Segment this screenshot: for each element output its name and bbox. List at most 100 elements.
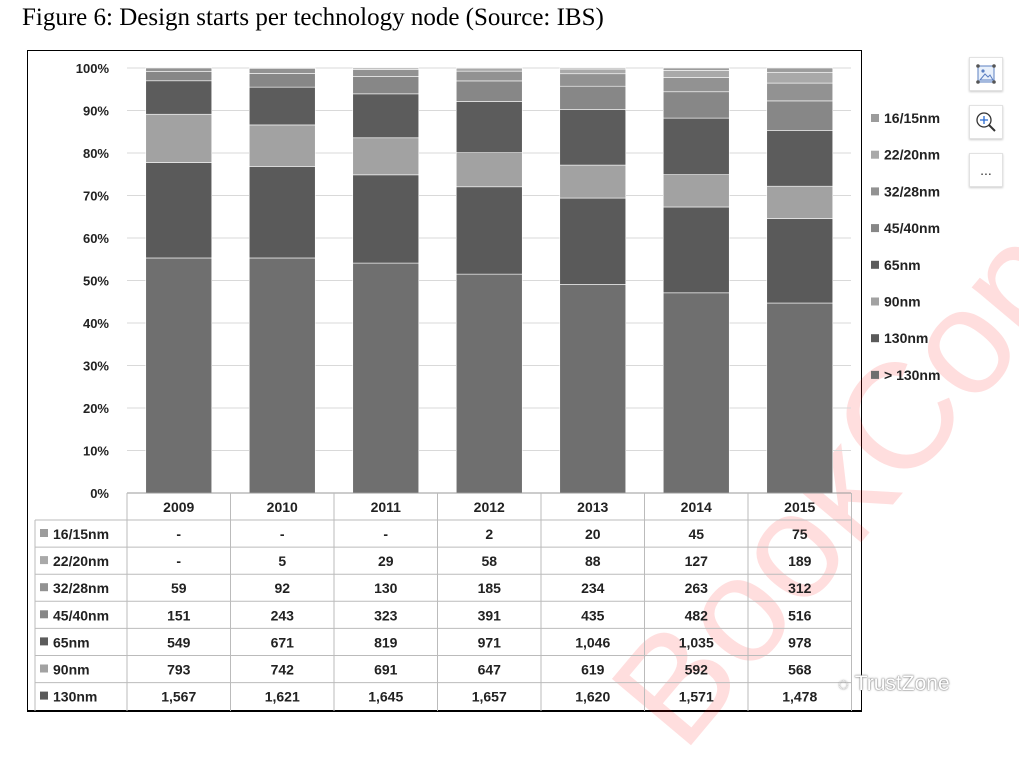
bar-segment: [767, 68, 833, 72]
table-cell: -: [383, 526, 388, 542]
table-cell: 263: [685, 580, 709, 596]
y-tick-label: 0%: [90, 486, 109, 501]
bar-segment: [767, 303, 833, 493]
table-cell: 234: [581, 580, 605, 596]
legend-swatch: [871, 114, 879, 122]
bar-segment: [560, 86, 626, 109]
table-cell: -: [280, 526, 285, 542]
bar-segment: [560, 69, 626, 74]
bar-segment: [560, 109, 626, 165]
table-row-swatch: [40, 692, 48, 700]
bar-segment: [663, 293, 729, 493]
legend-label: 32/28nm: [884, 183, 940, 199]
table-row-label: 90nm: [53, 662, 90, 678]
table-cell: 793: [167, 662, 191, 678]
table-header-year: 2013: [577, 499, 608, 515]
table-cell: 391: [478, 607, 502, 623]
bar-segment: [560, 165, 626, 198]
table-cell: 1,567: [161, 689, 196, 705]
legend-swatch: [871, 224, 879, 232]
table-row-label: 65nm: [53, 634, 90, 650]
bar-segment: [146, 68, 212, 72]
bar-segment: [663, 92, 729, 118]
bar-segment: [663, 175, 729, 207]
bar-segment: [767, 130, 833, 186]
bar-segment: [767, 186, 833, 218]
table-cell: 189: [788, 553, 812, 569]
table-cell: 435: [581, 607, 605, 623]
table-row-label: 32/28nm: [53, 580, 109, 596]
bar-segment: [353, 77, 419, 94]
bar-segment: [663, 68, 729, 70]
legend-label: 65nm: [884, 257, 921, 273]
table-row-swatch: [40, 583, 48, 591]
bar-segment: [249, 125, 315, 167]
bar-segment: [249, 258, 315, 493]
table-cell: 29: [378, 553, 394, 569]
legend-label: 22/20nm: [884, 147, 940, 163]
more-icon: ...: [980, 162, 992, 178]
wechat-icon: ◌: [838, 674, 849, 695]
legend-label: > 130nm: [884, 367, 940, 383]
table-cell: 1,571: [679, 689, 714, 705]
table-cell: 75: [792, 526, 808, 542]
table-cell: 130: [374, 580, 398, 596]
bar-segment: [353, 68, 419, 70]
table-header-year: 2010: [267, 499, 298, 515]
table-cell: 619: [581, 662, 605, 678]
table-header-year: 2012: [474, 499, 505, 515]
table-cell: 312: [788, 580, 812, 596]
bar-segment: [146, 163, 212, 258]
bar-segment: [663, 77, 729, 91]
bar-segment: [146, 72, 212, 81]
table-cell: 647: [478, 662, 502, 678]
y-tick-label: 40%: [83, 316, 109, 331]
y-tick-label: 50%: [83, 274, 109, 289]
bar-segment: [353, 70, 419, 77]
table-cell: 671: [271, 634, 295, 650]
table-row-swatch: [40, 665, 48, 673]
bar-segment: [767, 219, 833, 303]
y-tick-label: 20%: [83, 401, 109, 416]
bar-segment: [456, 81, 522, 102]
table-row-label: 22/20nm: [53, 553, 109, 569]
bar-segment: [663, 118, 729, 175]
table-cell: 1,645: [368, 689, 403, 705]
legend-swatch: [871, 334, 879, 342]
legend-label: 16/15nm: [884, 110, 940, 126]
table-row-swatch: [40, 556, 48, 564]
table-cell: 45: [688, 526, 704, 542]
table-row-label: 130nm: [53, 689, 97, 705]
table-header-year: 2009: [163, 499, 194, 515]
zoom-in-button[interactable]: [969, 105, 1003, 139]
y-tick-label: 60%: [83, 231, 109, 246]
legend-label: 90nm: [884, 294, 921, 310]
brand-logo: ◌TrustZone: [838, 672, 950, 696]
legend-label: 45/40nm: [884, 220, 940, 236]
more-button[interactable]: ...: [969, 153, 1003, 187]
table-cell: 1,620: [575, 689, 610, 705]
image-icon: [975, 63, 997, 85]
table-row-swatch: [40, 637, 48, 645]
table-header-year: 2014: [681, 499, 712, 515]
image-button[interactable]: [969, 57, 1003, 91]
table-cell: 243: [271, 607, 295, 623]
bar-segment: [456, 71, 522, 81]
table-cell: 819: [374, 634, 398, 650]
bar-segment: [456, 274, 522, 493]
legend-swatch: [871, 298, 879, 306]
table-row-swatch: [40, 610, 48, 618]
bar-segment: [456, 153, 522, 187]
legend-swatch: [871, 187, 879, 195]
table-cell: 978: [788, 634, 812, 650]
table-cell: 88: [585, 553, 601, 569]
table-cell: 1,478: [782, 689, 817, 705]
bar-segment: [249, 68, 315, 73]
table-cell: 691: [374, 662, 398, 678]
table-cell: 20: [585, 526, 601, 542]
table-cell: 971: [478, 634, 502, 650]
table-cell: 2: [485, 526, 493, 542]
bar-segment: [249, 167, 315, 258]
table-cell: -: [176, 553, 181, 569]
bar-segment: [663, 207, 729, 293]
